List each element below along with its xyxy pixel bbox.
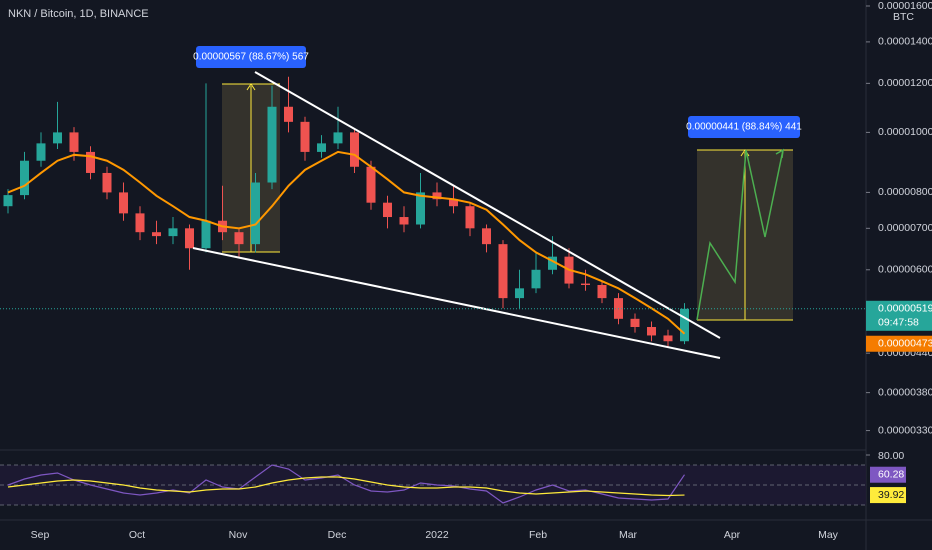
candle-body — [86, 151, 95, 173]
trend-line — [254, 71, 721, 339]
moving-average — [7, 150, 686, 335]
y-tick-label: 0.00001000 — [878, 126, 932, 138]
candle-body — [548, 256, 557, 270]
y-tick-label: 0.00000600 — [878, 264, 932, 276]
rsi-value-box — [870, 466, 906, 483]
candle-body — [267, 106, 277, 183]
candle-body — [69, 132, 79, 152]
rsi-ma-line — [7, 476, 685, 497]
candle-body — [350, 132, 359, 167]
candle-body — [102, 172, 112, 193]
candle-body — [663, 335, 673, 342]
trend-line — [192, 247, 721, 359]
candle-body — [432, 192, 442, 200]
annotation-label: 0.00000567 (88.67%) 567 — [193, 52, 309, 63]
candle-body — [3, 195, 13, 207]
rsi-ma-value-box — [870, 487, 906, 504]
x-tick-label: Oct — [129, 529, 145, 541]
measure-arrowhead — [740, 149, 750, 157]
candle-body — [168, 228, 178, 237]
y-tick-label: 0.00000800 — [878, 186, 932, 198]
candle-body — [416, 192, 425, 225]
candle-body — [185, 228, 194, 249]
annotation-box — [196, 46, 306, 68]
candle-body — [531, 269, 541, 289]
countdown-label: 09:47:58 — [878, 317, 919, 329]
candle-body — [53, 132, 62, 144]
candle-body — [498, 244, 508, 299]
y-tick-label: 0.00000700 — [878, 222, 932, 234]
x-tick-label: Dec — [328, 529, 347, 541]
x-tick-label: 2022 — [425, 529, 449, 541]
candle-body — [36, 143, 46, 161]
candle-body — [383, 202, 392, 218]
candle-body — [284, 106, 293, 122]
candle-body — [482, 228, 491, 245]
currency-label: BTC — [893, 11, 914, 23]
projection-path — [696, 149, 784, 321]
candle-body — [333, 132, 343, 144]
candle-body — [135, 213, 145, 233]
candle-body — [251, 182, 260, 245]
candle-body — [300, 121, 310, 152]
ma-box — [866, 335, 932, 352]
candle-body — [317, 143, 326, 152]
last-price-box — [866, 300, 932, 331]
measure-arrowhead — [246, 83, 256, 91]
candle-body — [465, 206, 475, 229]
rsi-line — [7, 464, 685, 504]
y-tick-label: 0.00001400 — [878, 36, 932, 48]
annotation-box — [688, 116, 800, 138]
candle-body — [366, 166, 376, 203]
x-tick-label: Nov — [229, 529, 248, 541]
x-tick-label: Mar — [619, 529, 638, 541]
y-tick-label: 0.00001600 — [878, 0, 932, 12]
candle-body — [449, 199, 458, 207]
x-tick-label: May — [818, 529, 839, 541]
candle-body — [630, 318, 640, 328]
candle-body — [597, 284, 607, 299]
candle-body — [152, 232, 161, 237]
candle-body — [234, 232, 244, 245]
projection-arrowhead — [775, 148, 784, 159]
rsi-tick-label: 80.00 — [878, 450, 904, 462]
y-tick-label: 0.00001200 — [878, 77, 932, 89]
candle-body — [581, 283, 590, 285]
candle-body — [201, 220, 211, 249]
x-tick-label: Apr — [724, 529, 741, 541]
rsi-ma-value-label: 39.92 — [878, 489, 904, 501]
candle-body — [647, 327, 656, 336]
candle-body — [20, 160, 29, 196]
x-tick-label: Feb — [529, 529, 547, 541]
y-tick-label: 0.00000380 — [878, 386, 932, 398]
candle-body — [515, 288, 524, 299]
chart-title: NKN / Bitcoin, 1D, BINANCE — [8, 8, 149, 20]
y-tick-label: 0.00000330 — [878, 424, 932, 436]
x-tick-label: Sep — [31, 529, 50, 541]
last-price-label: 0.00000519 — [878, 303, 932, 315]
candle-body — [399, 217, 409, 225]
candle-body — [680, 308, 689, 342]
ma-label: 0.00000473 — [878, 338, 932, 350]
annotation-label: 0.00000441 (88.84%) 441 — [686, 122, 802, 133]
rsi-value-label: 60.28 — [878, 469, 904, 481]
candle-body — [119, 192, 128, 214]
